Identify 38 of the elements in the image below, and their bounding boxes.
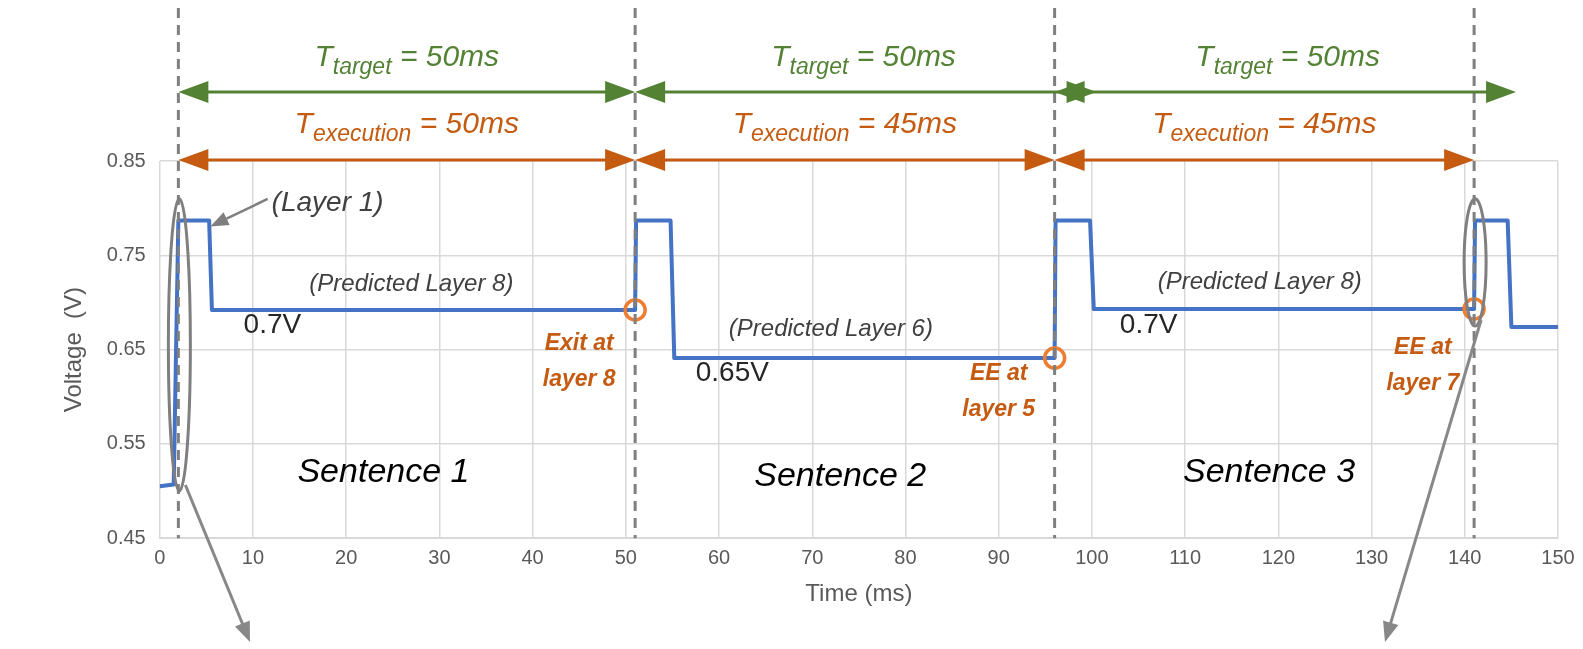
annotation: (Predicted Layer 6): [728, 314, 933, 342]
point: [1042, 346, 1067, 370]
x-tick-label: 100: [1075, 545, 1109, 568]
x-tick-label: 20: [335, 545, 358, 568]
x-tick-label: 70: [801, 545, 824, 568]
annotation: EE at layer 7: [1386, 333, 1461, 396]
annotation: 0.65V: [695, 355, 770, 387]
y-tick-label: 0.85: [106, 148, 146, 171]
annotation: EE at layer 5: [962, 358, 1037, 421]
x-tick-label: 90: [987, 545, 1010, 568]
x-tick-label: 0: [154, 545, 166, 568]
annotation: (Predicted Layer 8): [1157, 267, 1362, 295]
annotation: 0.7V: [243, 307, 302, 339]
annotation: (Predicted Layer 8): [309, 269, 514, 297]
x-tick-label: 110: [1169, 545, 1202, 568]
x-tick-label: 140: [1448, 545, 1482, 568]
x-axis-title: Time (ms): [805, 579, 913, 607]
y-tick-label: 0.45: [106, 525, 146, 548]
x-tick-label: 60: [707, 545, 731, 568]
annotation: 0.7V: [1119, 307, 1178, 339]
y-tick-label: 0.55: [106, 431, 146, 454]
x-tick-label: 40: [521, 545, 544, 568]
x-tick-label: 120: [1261, 545, 1296, 568]
y-tick-label: 0.75: [106, 242, 146, 265]
x-tick-label: 80: [894, 545, 917, 568]
x-tick-label: 30: [428, 545, 451, 568]
y-tick-label: 0.65: [106, 337, 146, 360]
point: [623, 298, 647, 322]
annotation: Sentence 2: [754, 455, 927, 494]
annotation: Sentence 3: [1183, 450, 1356, 489]
annotation: (Layer 1): [271, 185, 384, 217]
annotation: Exit at layer 8: [542, 328, 616, 391]
x-tick-label: 10: [241, 545, 265, 568]
x-tick-label: 130: [1354, 545, 1389, 568]
x-tick-label: 150: [1541, 545, 1575, 568]
y-axis-title: Voltage (V): [59, 286, 87, 413]
x-tick-label: 50: [614, 545, 637, 568]
annotation: Sentence 1: [297, 450, 470, 489]
